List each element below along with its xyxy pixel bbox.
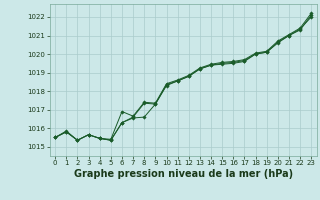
X-axis label: Graphe pression niveau de la mer (hPa): Graphe pression niveau de la mer (hPa) (74, 169, 293, 179)
